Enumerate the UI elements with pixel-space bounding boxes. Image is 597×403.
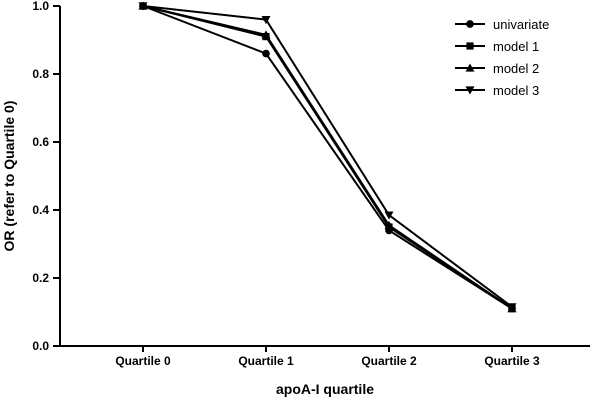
y-tick-label: 0.6	[32, 135, 49, 149]
series-univariate	[139, 2, 516, 313]
legend-marker	[465, 63, 475, 72]
y-tick-label: 1.0	[32, 0, 49, 13]
series-line	[142, 5, 513, 310]
legend-label: model 3	[493, 83, 539, 98]
legend-label: model 1	[493, 39, 539, 54]
legend-item: model 3	[455, 83, 539, 98]
data-point	[261, 16, 271, 25]
series-line	[142, 5, 513, 310]
x-tick-label: Quartile 3	[484, 354, 540, 368]
y-tick-label: 0.8	[32, 67, 49, 81]
y-axis-ticks: 0.0 0.2 0.4 0.6 0.8 1.0	[32, 0, 60, 353]
series-line	[142, 5, 513, 310]
legend: univariate model 1 model 2 model 3	[455, 17, 549, 98]
legend-marker	[466, 42, 474, 50]
y-tick-label: 0.0	[32, 339, 49, 353]
data-point	[384, 220, 394, 229]
series-model-2	[138, 1, 517, 313]
series-group	[138, 1, 517, 313]
y-tick-label: 0.2	[32, 271, 49, 285]
series-model-1	[139, 2, 516, 313]
x-tick-label: Quartile 0	[115, 354, 171, 368]
y-tick-label: 0.4	[32, 203, 49, 217]
series-model-3	[138, 2, 517, 312]
legend-label: univariate	[493, 17, 549, 32]
data-point	[262, 49, 270, 58]
data-point	[138, 2, 148, 11]
data-point	[507, 303, 517, 312]
legend-marker	[465, 86, 475, 95]
x-tick-label: Quartile 2	[361, 354, 417, 368]
y-axis-label: OR (refer to Quartile 0)	[1, 101, 17, 252]
x-axis-ticks: Quartile 0 Quartile 1 Quartile 2 Quartile 3	[115, 346, 540, 368]
legend-item: model 2	[455, 61, 539, 76]
legend-item: model 1	[455, 39, 539, 54]
legend-marker	[466, 20, 474, 28]
series-line	[142, 5, 513, 308]
data-point	[261, 30, 271, 39]
x-tick-label: Quartile 1	[238, 354, 294, 368]
legend-item: univariate	[455, 17, 549, 32]
data-point	[384, 211, 394, 220]
x-axis-label: apoA-I quartile	[276, 381, 374, 397]
legend-label: model 2	[493, 61, 539, 76]
